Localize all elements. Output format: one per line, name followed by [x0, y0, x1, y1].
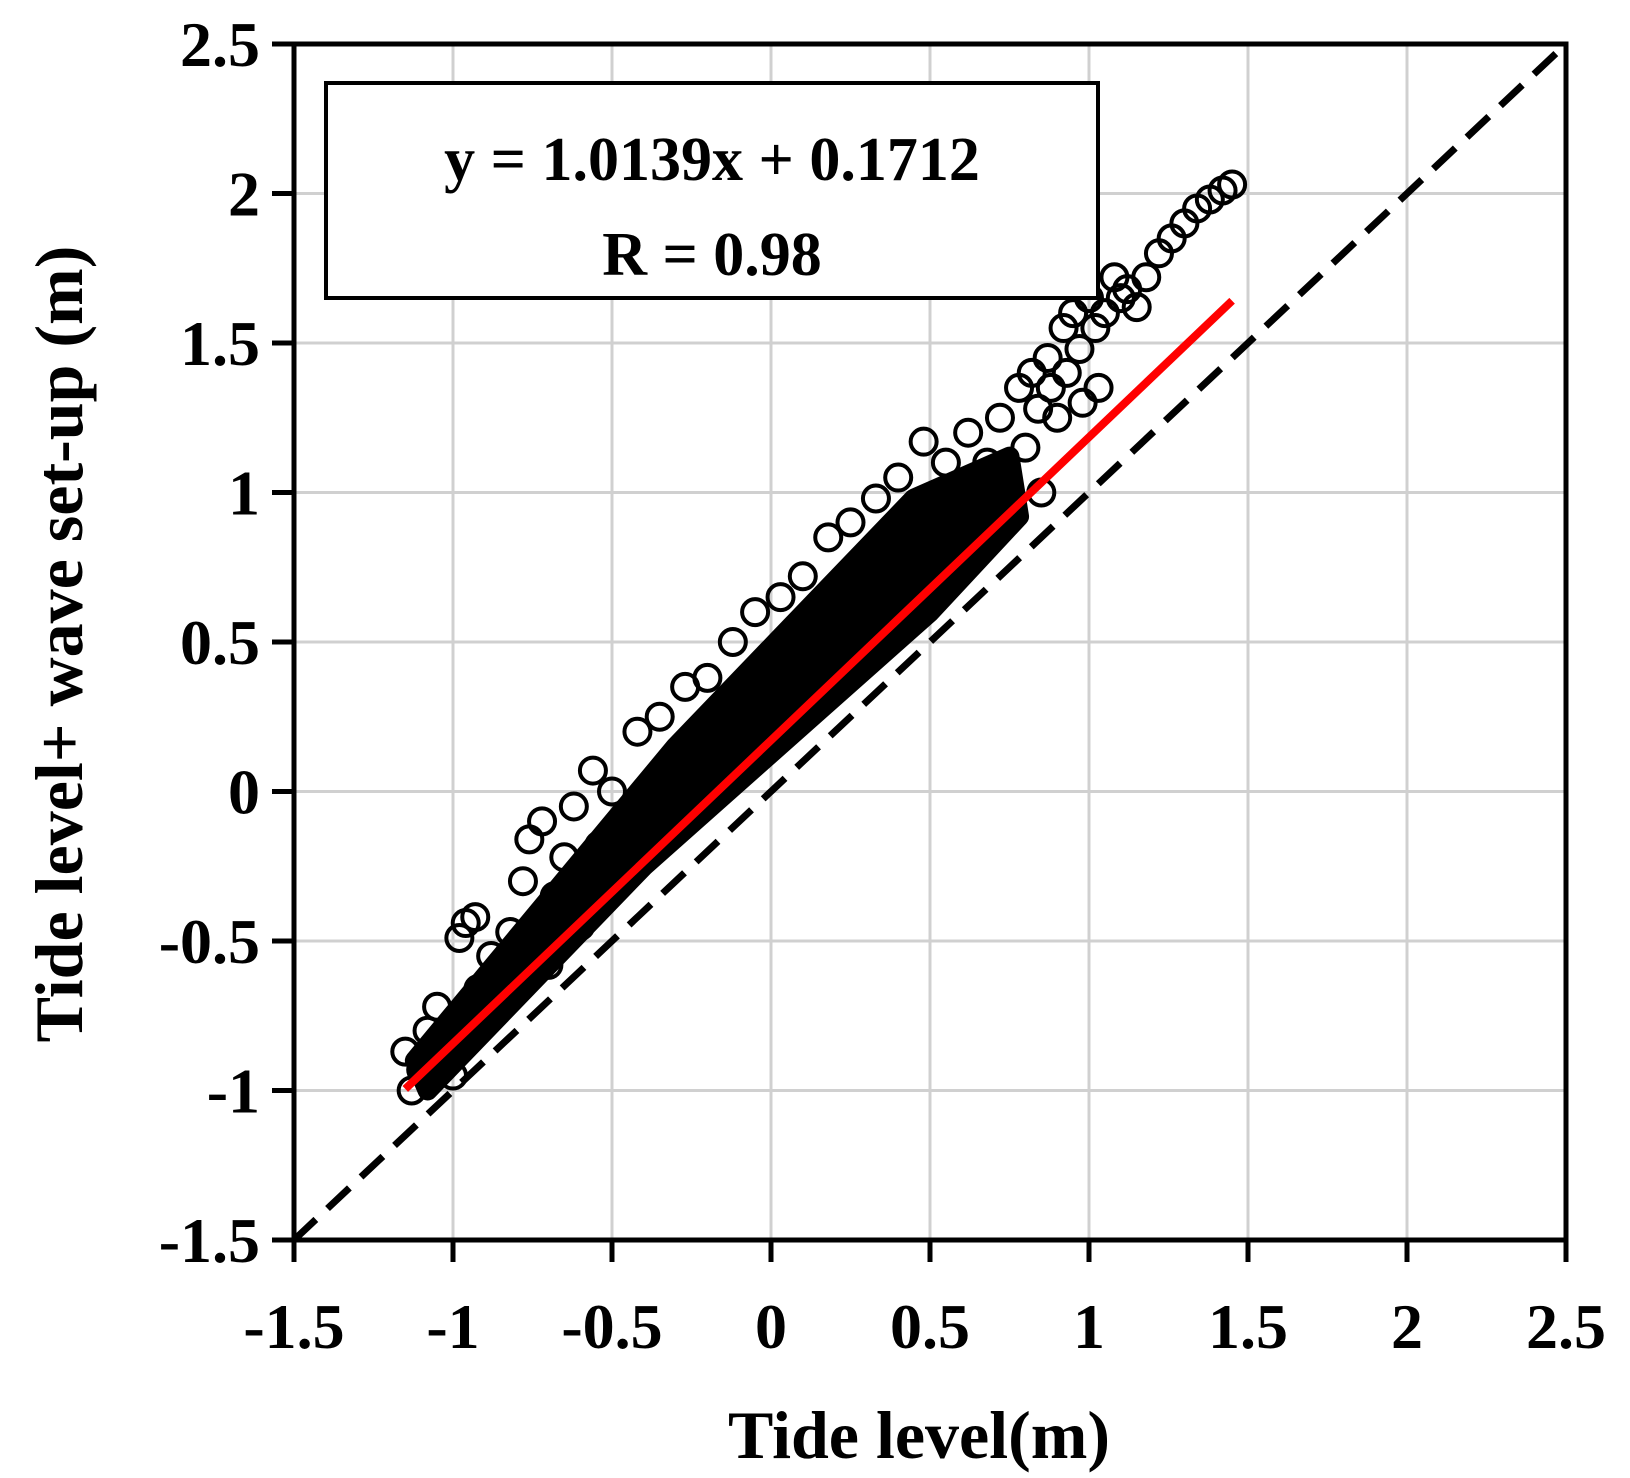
data-point	[644, 701, 675, 732]
data-points	[390, 169, 1248, 1106]
data-point	[1016, 357, 1047, 388]
data-point	[1217, 169, 1248, 200]
data-point	[1058, 298, 1089, 329]
data-point	[984, 402, 1015, 433]
x-tick-label: 1.5	[1208, 1291, 1288, 1362]
x-axis-ticks: -1.5 -1 -0.5 0 0.5 1 1.5 2 2.5	[243, 1240, 1606, 1362]
correlation-value: R = 0.98	[602, 221, 822, 289]
data-point	[1067, 387, 1098, 418]
y-axis-ticks: -1.5 -1 -0.5 0 0.5 1 1.5 2 2.5	[159, 9, 294, 1276]
x-tick-label: 0	[755, 1291, 787, 1362]
data-point	[1051, 357, 1082, 388]
data-point	[740, 597, 771, 628]
x-tick-label: -1	[426, 1291, 479, 1362]
data-point	[527, 806, 558, 837]
data-point	[717, 627, 748, 657]
data-point	[953, 417, 984, 448]
data-point	[787, 561, 818, 592]
y-tick-label: -1.5	[159, 1205, 260, 1276]
data-point	[507, 866, 538, 897]
data-point	[1080, 313, 1111, 344]
y-tick-label: 1	[228, 458, 260, 529]
data-point	[860, 483, 891, 514]
y-tick-label: 2	[228, 159, 260, 230]
data-point	[514, 824, 545, 855]
data-point	[577, 755, 608, 786]
x-tick-label: 2.5	[1526, 1291, 1606, 1362]
data-point	[1064, 333, 1095, 364]
data-point	[444, 923, 475, 954]
data-point	[692, 662, 723, 693]
data-point	[558, 791, 589, 822]
data-point	[765, 582, 796, 613]
y-tick-label: 0	[228, 757, 260, 828]
regression-fit-line	[402, 297, 1235, 1092]
data-point	[1083, 372, 1114, 403]
data-point	[1089, 298, 1120, 329]
x-tick-label: 0.5	[890, 1291, 970, 1362]
y-axis-label: Tide level+ wave set-up (m)	[21, 246, 97, 1043]
data-point	[1035, 372, 1066, 403]
data-point	[597, 776, 627, 807]
data-point	[1042, 402, 1073, 433]
y-tick-label: 2.5	[180, 9, 260, 80]
x-tick-label: 1	[1073, 1291, 1105, 1362]
data-point	[1131, 262, 1162, 293]
one-to-one-reference-line	[291, 41, 1569, 1243]
data-point	[1121, 292, 1152, 323]
y-tick-label: -0.5	[159, 906, 260, 977]
x-tick-label: -0.5	[561, 1291, 662, 1362]
y-tick-label: -1	[207, 1056, 260, 1127]
regression-equation: y = 1.0139x + 0.1712	[444, 126, 980, 194]
x-axis-label: Tide level(m)	[728, 1397, 1110, 1473]
data-point	[622, 716, 653, 747]
data-point	[813, 522, 844, 553]
data-point	[835, 507, 866, 538]
x-tick-label: 2	[1391, 1291, 1423, 1362]
y-tick-label: 0.5	[180, 607, 260, 678]
y-tick-label: 1.5	[180, 308, 260, 379]
data-point	[883, 462, 914, 493]
x-tick-label: -1.5	[243, 1291, 344, 1362]
data-point	[460, 902, 491, 933]
data-point	[1032, 342, 1063, 373]
data-point	[1048, 313, 1079, 344]
annotation-box: y = 1.0139x + 0.1712 R = 0.98	[324, 81, 1100, 300]
data-point	[908, 426, 939, 457]
